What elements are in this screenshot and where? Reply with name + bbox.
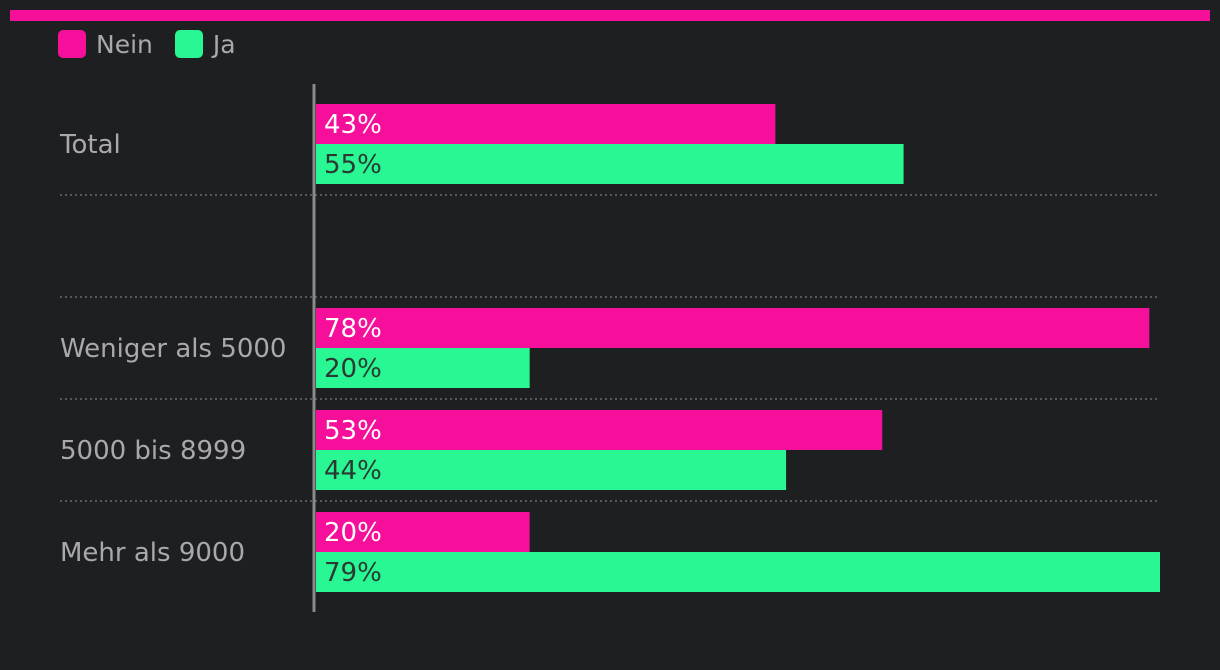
bar-nein-mehr-als-9000[interactable] [316, 512, 530, 552]
bar-ja-mehr-als-9000[interactable] [316, 552, 1160, 592]
legend-swatch-nein [58, 30, 86, 58]
legend: Nein Ja [58, 28, 258, 60]
category-label-weniger-als-5000: Weniger als 5000 [60, 334, 286, 364]
bar-label-ja-total: 55% [324, 150, 382, 180]
bar-label-nein-weniger-als-5000: 78% [324, 314, 382, 344]
legend-swatch-ja [174, 30, 203, 58]
bar-label-ja-mehr-als-9000: 79% [324, 558, 382, 588]
bar-ja-weniger-als-5000[interactable] [316, 348, 530, 388]
bar-nein-total[interactable] [316, 104, 776, 144]
category-label-mehr-als-9000: Mehr als 9000 [60, 538, 245, 568]
legend-item-ja[interactable]: Ja [174, 29, 236, 59]
bar-label-nein-total: 43% [324, 110, 382, 140]
legend-item-nein[interactable]: Nein [58, 30, 153, 59]
bar-label-nein-5000-bis-8999: 53% [324, 416, 382, 446]
legend-label-ja: Ja [212, 29, 236, 59]
bar-label-nein-mehr-als-9000: 20% [324, 518, 382, 548]
bar-label-ja-weniger-als-5000: 20% [324, 354, 382, 384]
bar-nein-5000-bis-8999[interactable] [316, 410, 883, 450]
bar-nein-weniger-als-5000[interactable] [316, 308, 1150, 348]
bar-ja-total[interactable] [316, 144, 904, 184]
bar-label-ja-5000-bis-8999: 44% [324, 456, 382, 486]
category-label-total: Total [59, 130, 121, 160]
accent-bar [10, 10, 1210, 21]
category-label-5000-bis-8999: 5000 bis 8999 [60, 436, 246, 466]
bar-ja-5000-bis-8999[interactable] [316, 450, 787, 490]
legend-label-nein: Nein [96, 29, 153, 59]
